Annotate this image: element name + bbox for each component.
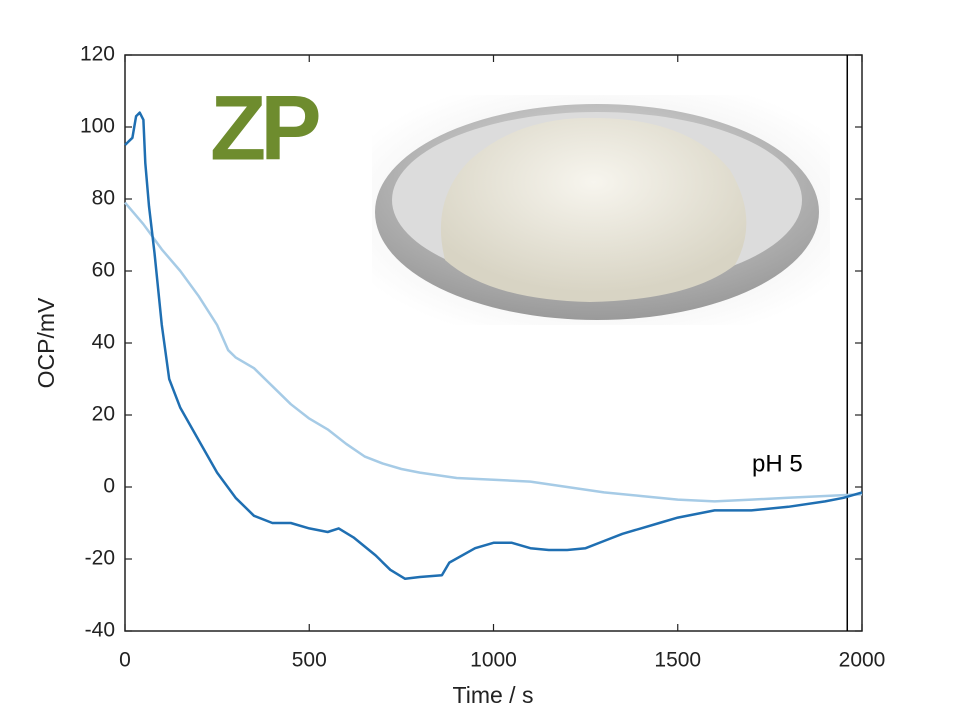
- y-tick-label: 40: [92, 331, 115, 354]
- x-axis-label: Time / s: [453, 682, 534, 708]
- y-tick-label: 120: [80, 43, 115, 66]
- y-tick-label: -40: [85, 619, 115, 642]
- x-tick-label: 0: [119, 649, 131, 672]
- x-tick-label: 500: [292, 649, 327, 672]
- y-tick-label: -20: [85, 547, 115, 570]
- y-tick-label: 60: [92, 259, 115, 282]
- y-tick-label: 80: [92, 187, 115, 210]
- data-line: [124, 111, 863, 581]
- x-tick-label: 1000: [470, 649, 517, 672]
- photo: [372, 95, 830, 325]
- logo: ZP: [210, 77, 319, 179]
- y-tick-label: 20: [92, 403, 115, 426]
- y-tick-label: 0: [103, 475, 115, 498]
- y-tick-label: 100: [80, 115, 115, 138]
- data-line: [124, 201, 863, 503]
- x-tick-label: 1500: [654, 649, 701, 672]
- annotation: pH 5: [752, 450, 803, 477]
- x-tick-label: 2000: [839, 649, 886, 672]
- y-axis-label: OCP/mV: [33, 297, 59, 388]
